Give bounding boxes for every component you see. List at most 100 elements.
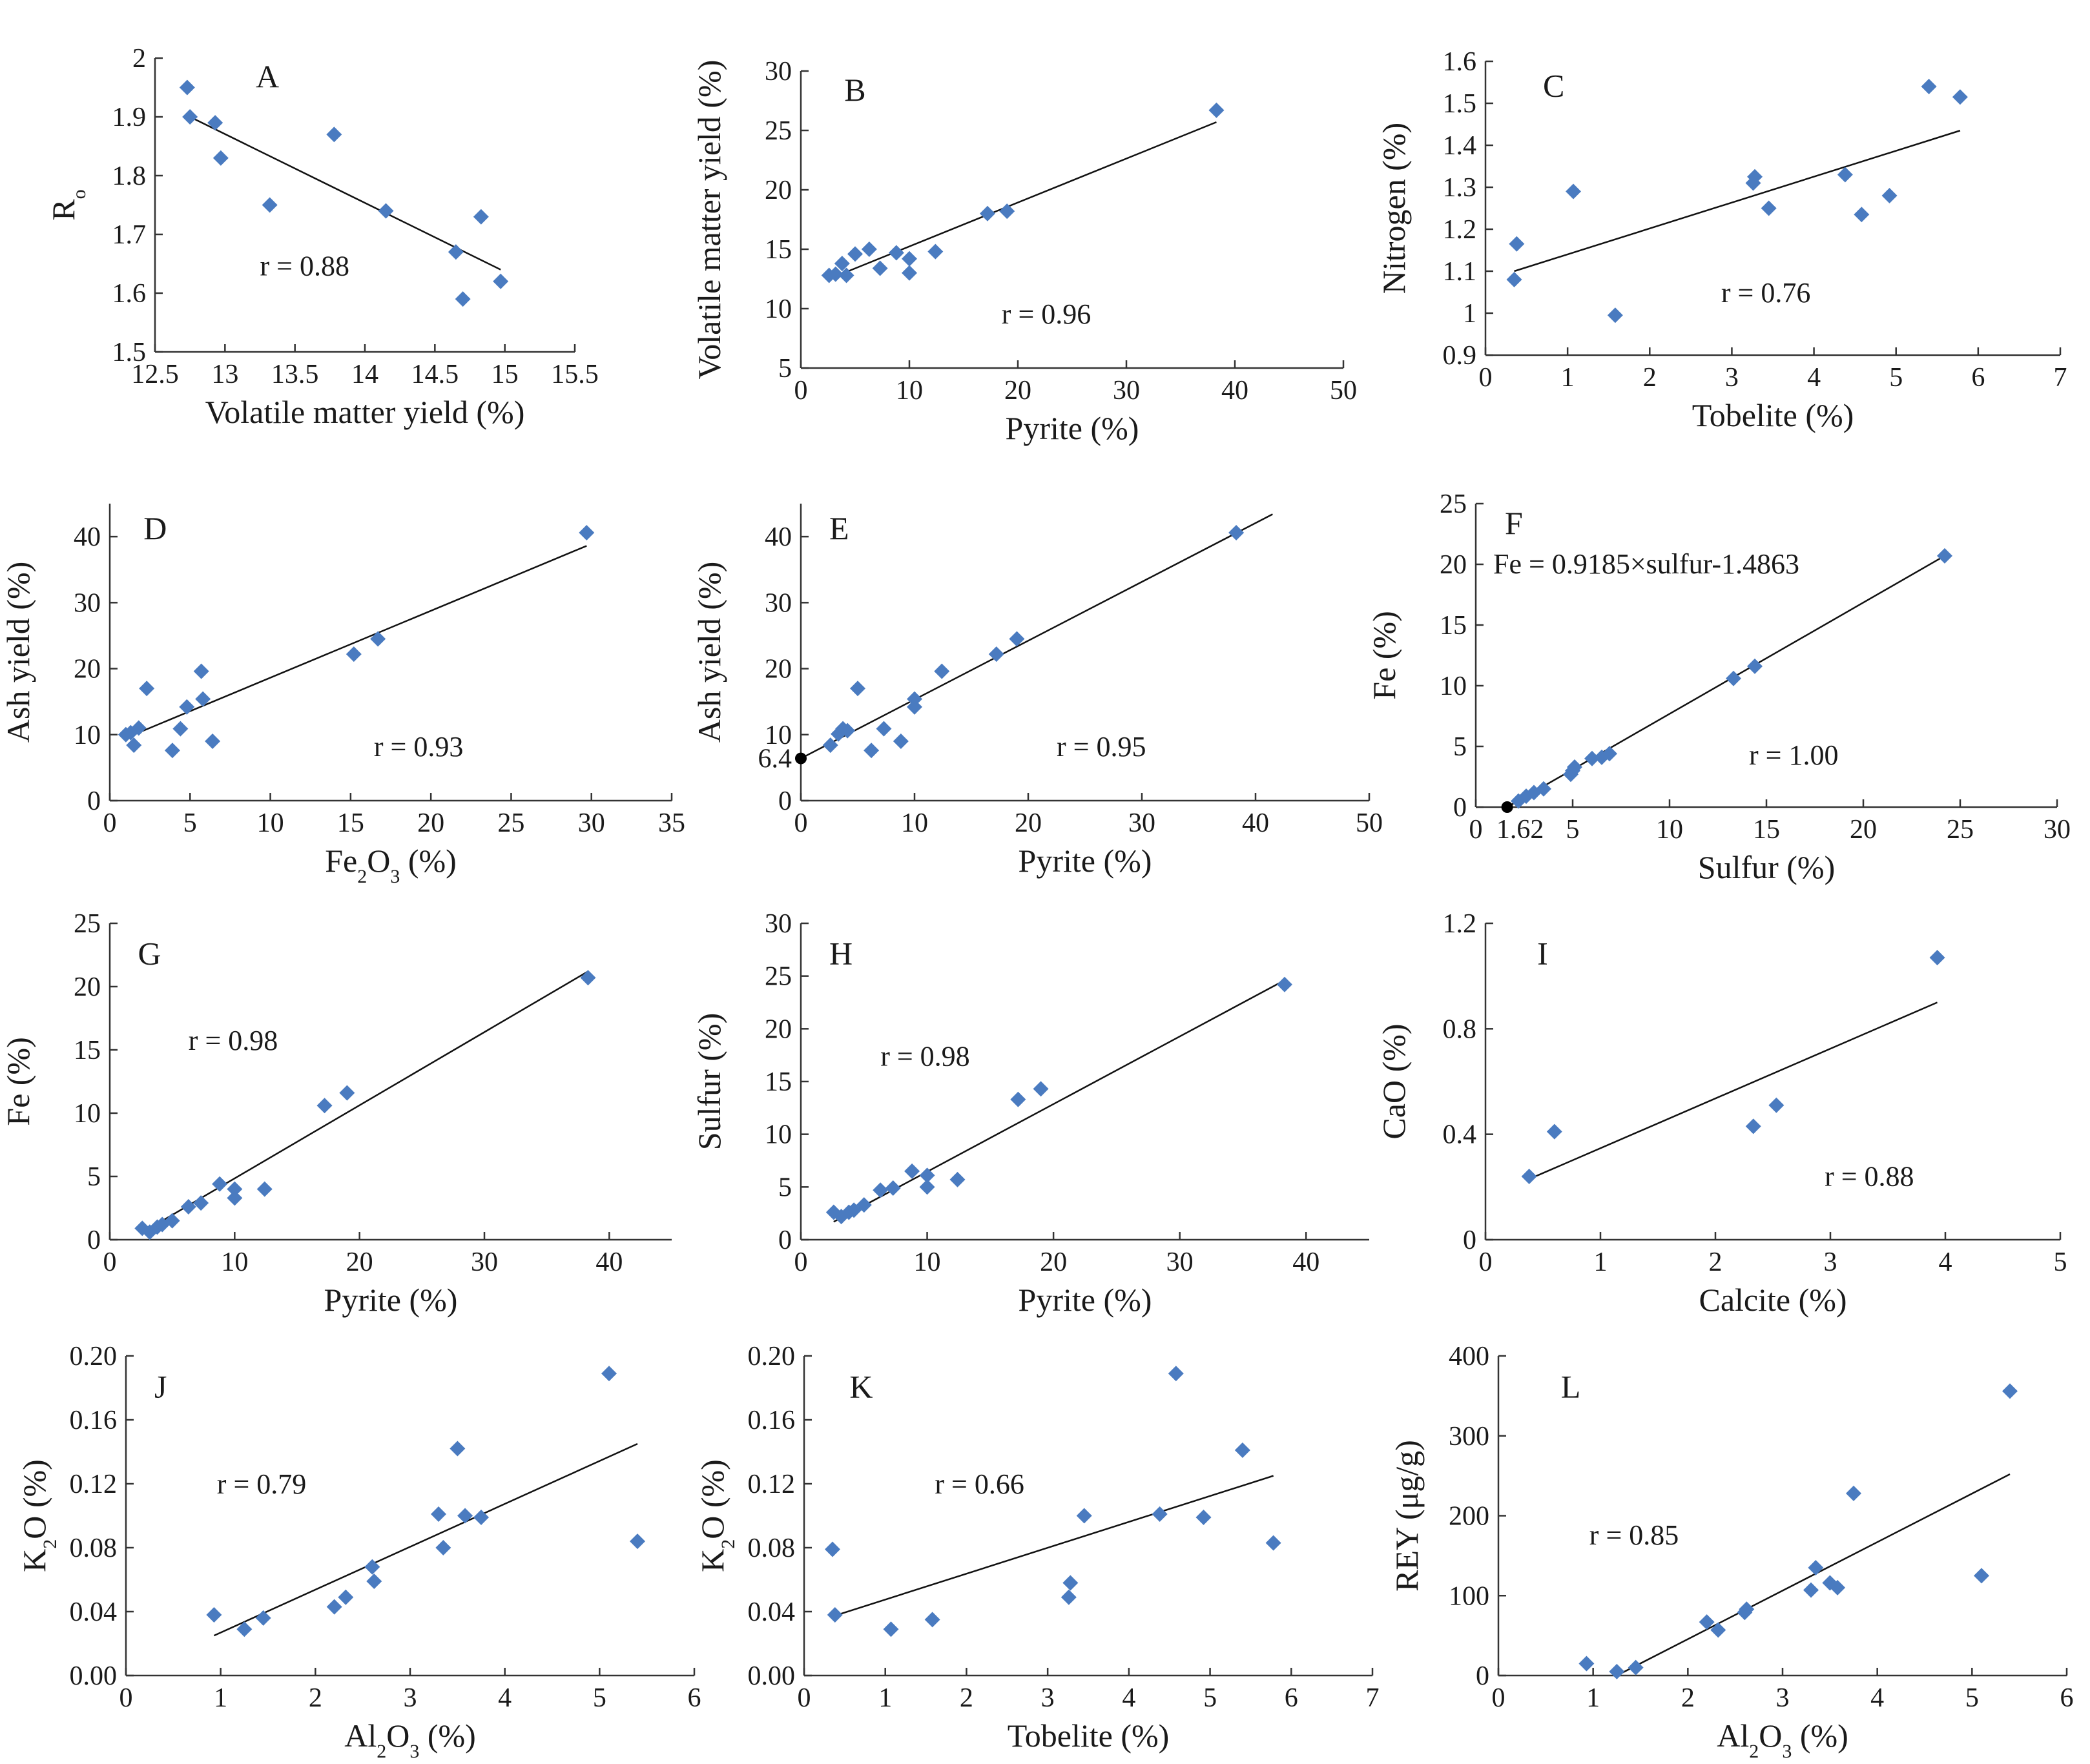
x-tick-label-d: 0 xyxy=(103,808,117,838)
x-tick-label-e: 50 xyxy=(1356,808,1383,838)
data-point-l xyxy=(1974,1568,1989,1584)
y-tick-label-g: 20 xyxy=(74,972,101,1002)
x-tick-label-j: 0 xyxy=(119,1683,133,1713)
y-tick-label-c: 1.5 xyxy=(1443,89,1477,119)
x-tick-label-d: 15 xyxy=(337,808,364,838)
panel-i: 0 1 2 3 4 5 0 0.4 0.8 1.2 Calcite (%) CaO (%) Ir = 0… xyxy=(1376,909,2067,1318)
y-tick-label-k: 0.00 xyxy=(748,1661,796,1691)
x-axis-title-l-part: 3 xyxy=(1782,1741,1792,1762)
y-tick-label-b: 5 xyxy=(778,354,792,384)
x-tick-label-j: 3 xyxy=(404,1683,417,1713)
data-point-h xyxy=(904,1163,920,1179)
data-point-g xyxy=(256,1181,273,1197)
y-tick-label-e: 10 xyxy=(765,721,792,750)
data-point-h xyxy=(919,1167,935,1184)
x-axis-title-d: Fe2O3 (%) xyxy=(325,843,457,887)
data-point-j xyxy=(364,1559,380,1575)
x-tick-label-c: 4 xyxy=(1807,363,1821,393)
x-tick-label-c: 3 xyxy=(1725,363,1739,393)
x-tick-label-h: 10 xyxy=(914,1247,941,1277)
data-point-d xyxy=(193,663,209,679)
r-annotation-e: r = 0.95 xyxy=(1057,731,1146,763)
data-point-e xyxy=(934,663,950,679)
y-tick-label-j: 0.20 xyxy=(70,1342,118,1371)
x-tick-label-f: 5 xyxy=(1566,815,1580,845)
panel-a: 12.5 13 13.5 14 14.5 15 15.5 1.5 1.6 1.7 1.8 1.9 2 Vo… xyxy=(45,44,599,430)
y-axis-title-c: Nitrogen (%) xyxy=(1376,123,1412,294)
y-axis-title-f: Fe (%) xyxy=(1366,611,1402,699)
data-point-a xyxy=(179,79,195,96)
x-tick-label-l: 5 xyxy=(1965,1683,1979,1713)
y-tick-label-c: 1.3 xyxy=(1443,173,1477,203)
y-tick-label-c: 1.1 xyxy=(1443,257,1477,287)
panel-e: 0 10 20 30 40 50 0 10 20 30 40 6.4 Pyrite (%) Ash yie… xyxy=(691,504,1383,879)
data-point-k xyxy=(1061,1589,1077,1605)
data-point-a xyxy=(207,115,223,131)
y-axis-title-a: Ro xyxy=(45,189,90,220)
x-tick-label-d: 5 xyxy=(183,808,197,838)
y-axis-title-j: K2O (%) xyxy=(16,1459,61,1572)
data-point-j xyxy=(473,1509,489,1525)
intercept-point-e xyxy=(795,752,807,764)
data-point-g xyxy=(580,970,596,986)
x-tick-label-a: 12.5 xyxy=(131,360,179,389)
data-point-g xyxy=(339,1085,355,1101)
data-point-e xyxy=(876,721,892,737)
y-tick-label-b: 20 xyxy=(765,176,792,205)
x-tick-label-a: 14 xyxy=(351,360,378,389)
data-point-i xyxy=(1546,1123,1562,1140)
x-tick-label-k: 1 xyxy=(878,1683,892,1713)
x-tick-label-f: 25 xyxy=(1947,815,1974,845)
y-tick-label-l: 400 xyxy=(1449,1342,1489,1371)
x-tick-label-j: 6 xyxy=(688,1683,701,1713)
r-annotation-k: r = 0.66 xyxy=(935,1468,1024,1500)
panel-letter-h: H xyxy=(829,936,853,972)
x-axis-title-j-part: 2 xyxy=(377,1741,386,1762)
x-tick-label-c: 2 xyxy=(1643,363,1657,393)
data-point-j xyxy=(601,1366,617,1382)
x-tick-label-h: 40 xyxy=(1292,1247,1319,1277)
x-tick-label-i: 2 xyxy=(1709,1247,1723,1277)
y-tick-label-h: 25 xyxy=(765,962,792,992)
data-point-l xyxy=(1803,1582,1819,1598)
data-point-h xyxy=(856,1197,872,1213)
y-tick-label-j: 0.00 xyxy=(70,1661,118,1691)
y-tick-label-a: 2 xyxy=(132,44,146,74)
data-point-c xyxy=(1921,79,1937,94)
y-tick-label-h: 20 xyxy=(765,1014,792,1044)
data-point-e xyxy=(907,699,922,715)
data-point-j xyxy=(366,1573,382,1589)
x-tick-label-f: 0 xyxy=(1469,815,1483,845)
data-point-g xyxy=(212,1176,228,1192)
data-point-g xyxy=(180,1199,196,1215)
x-axis-title-j-part: O xyxy=(386,1718,409,1754)
data-point-f xyxy=(1602,746,1617,762)
data-point-k xyxy=(1234,1442,1250,1459)
y-tick-label-f: 0 xyxy=(1453,793,1467,823)
data-point-c xyxy=(1881,188,1898,203)
data-point-b xyxy=(999,203,1015,220)
x-axis-title-b: Pyrite (%) xyxy=(1006,410,1139,446)
panel-letter-k: K xyxy=(849,1368,873,1404)
x-tick-label-h: 30 xyxy=(1166,1247,1194,1277)
y-tick-label-g: 15 xyxy=(74,1036,101,1065)
fit-line-d xyxy=(125,545,587,739)
x-tick-label-c: 0 xyxy=(1479,363,1493,393)
r-annotation-h: r = 0.98 xyxy=(880,1041,969,1072)
r-annotation-b: r = 0.96 xyxy=(1002,298,1091,330)
data-point-d xyxy=(195,691,211,707)
data-point-b xyxy=(834,256,850,272)
x-tick-label-j: 2 xyxy=(309,1683,322,1713)
x-tick-label-k: 2 xyxy=(960,1683,973,1713)
fit-line-a xyxy=(189,116,501,271)
x-tick-label-f: 10 xyxy=(1656,815,1683,845)
data-point-h xyxy=(1276,976,1292,992)
x-tick-label-d: 10 xyxy=(257,808,284,838)
x-tick-label-b: 30 xyxy=(1113,376,1140,405)
data-point-l xyxy=(2002,1383,2018,1399)
y-axis-title-b: Volatile matter yield (%) xyxy=(691,60,727,380)
y-tick-label-g: 0 xyxy=(87,1226,101,1255)
x-axis-title-k: Tobelite (%) xyxy=(1008,1718,1170,1754)
x-tick-label-k: 4 xyxy=(1122,1683,1135,1713)
